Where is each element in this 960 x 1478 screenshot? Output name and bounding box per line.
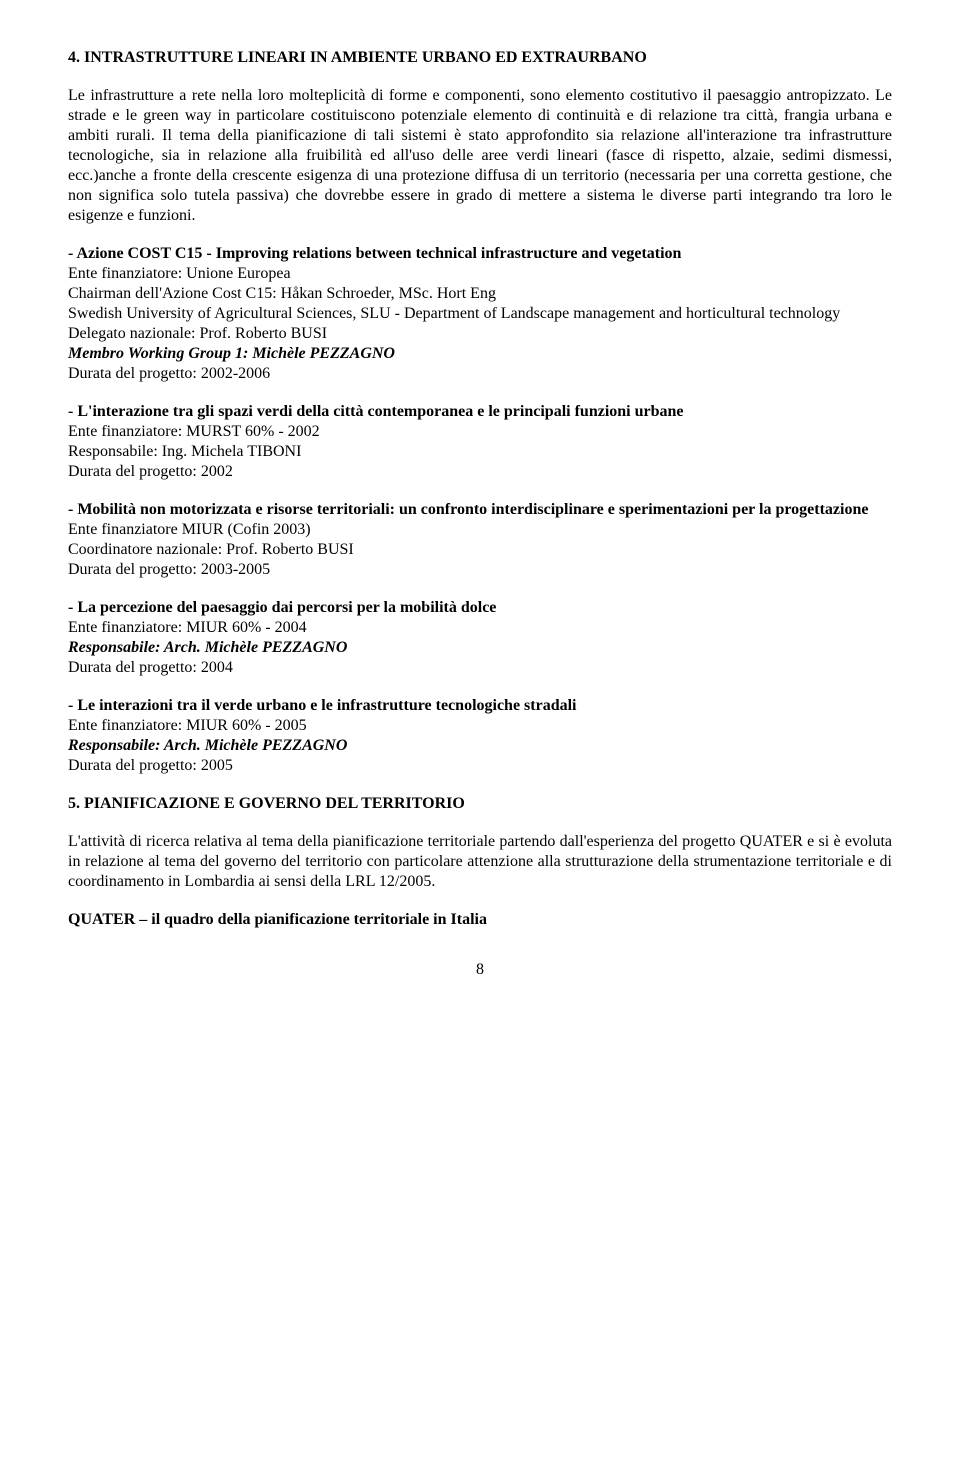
section5-paragraph: L'attività di ricerca relativa al tema d… [68, 832, 892, 892]
project-title: - Le interazioni tra il verde urbano e l… [68, 696, 892, 716]
project-block: - L'interazione tra gli spazi verdi dell… [68, 402, 892, 482]
project-line: Responsabile: Arch. Michèle PEZZAGNO [68, 638, 892, 658]
project-line: Delegato nazionale: Prof. Roberto BUSI [68, 324, 892, 344]
project-line: Ente finanziatore: MIUR 60% - 2004 [68, 618, 892, 638]
project-line: Durata del progetto: 2003-2005 [68, 560, 892, 580]
project-line: Ente finanziatore: MURST 60% - 2002 [68, 422, 892, 442]
section5-title: 5. PIANIFICAZIONE E GOVERNO DEL TERRITOR… [68, 794, 892, 814]
project-line: Swedish University of Agricultural Scien… [68, 304, 892, 324]
project-line: Ente finanziatore: MIUR 60% - 2005 [68, 716, 892, 736]
project-line: Durata del progetto: 2005 [68, 756, 892, 776]
project-title: - Azione COST C15 - Improving relations … [68, 244, 892, 264]
project-title: - L'interazione tra gli spazi verdi dell… [68, 402, 892, 422]
project-title: - La percezione del paesaggio dai percor… [68, 598, 892, 618]
project-block: - Mobilità non motorizzata e risorse ter… [68, 500, 892, 580]
project-line: Durata del progetto: 2002 [68, 462, 892, 482]
project-block: - La percezione del paesaggio dai percor… [68, 598, 892, 678]
project-line: Ente finanziatore MIUR (Cofin 2003) [68, 520, 892, 540]
project-line: Responsabile: Ing. Michela TIBONI [68, 442, 892, 462]
project-line: Ente finanziatore: Unione Europea [68, 264, 892, 284]
project-line: Coordinatore nazionale: Prof. Roberto BU… [68, 540, 892, 560]
project-line: Chairman dell'Azione Cost C15: Håkan Sch… [68, 284, 892, 304]
section4-title: 4. INTRASTRUTTURE LINEARI IN AMBIENTE UR… [68, 48, 892, 68]
project-title: - Mobilità non motorizzata e risorse ter… [68, 500, 892, 520]
project-line: Responsabile: Arch. Michèle PEZZAGNO [68, 736, 892, 756]
project-block: - Le interazioni tra il verde urbano e l… [68, 696, 892, 776]
section4-paragraph: Le infrastrutture a rete nella loro molt… [68, 86, 892, 226]
page-number: 8 [68, 960, 892, 980]
project-line: Membro Working Group 1: Michèle PEZZAGNO [68, 344, 892, 364]
project-block: - Azione COST C15 - Improving relations … [68, 244, 892, 384]
project-line: Durata del progetto: 2004 [68, 658, 892, 678]
project-line: Durata del progetto: 2002-2006 [68, 364, 892, 384]
section5-subtitle: QUATER – il quadro della pianificazione … [68, 910, 892, 930]
